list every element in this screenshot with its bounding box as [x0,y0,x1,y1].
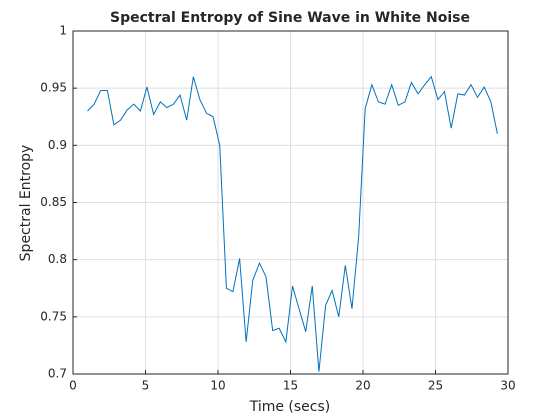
chart-title: Spectral Entropy of Sine Wave in White N… [110,10,470,26]
x-tick-label: 30 [500,379,515,393]
x-axis-label: Time (secs) [249,399,331,415]
data-line [87,75,498,372]
x-tick-label: 10 [210,379,225,393]
x-tick-label: 25 [428,379,443,393]
y-tick-label: 0.85 [40,195,67,209]
y-tick-label: 0.95 [40,81,67,95]
x-tick-label: 20 [355,379,370,393]
y-tick-label: 0.9 [48,138,67,152]
y-tick-label: 0.8 [48,252,67,266]
x-tick-label: 0 [69,379,77,393]
y-tick-label: 1 [59,24,67,38]
x-tick-label: 5 [142,379,150,393]
axes-box [72,30,509,375]
x-tick-label: 15 [283,379,298,393]
y-tick-label: 0.75 [40,309,67,323]
y-tick-label: 0.7 [48,367,67,381]
y-axis-label: Spectral Entropy [18,145,34,262]
